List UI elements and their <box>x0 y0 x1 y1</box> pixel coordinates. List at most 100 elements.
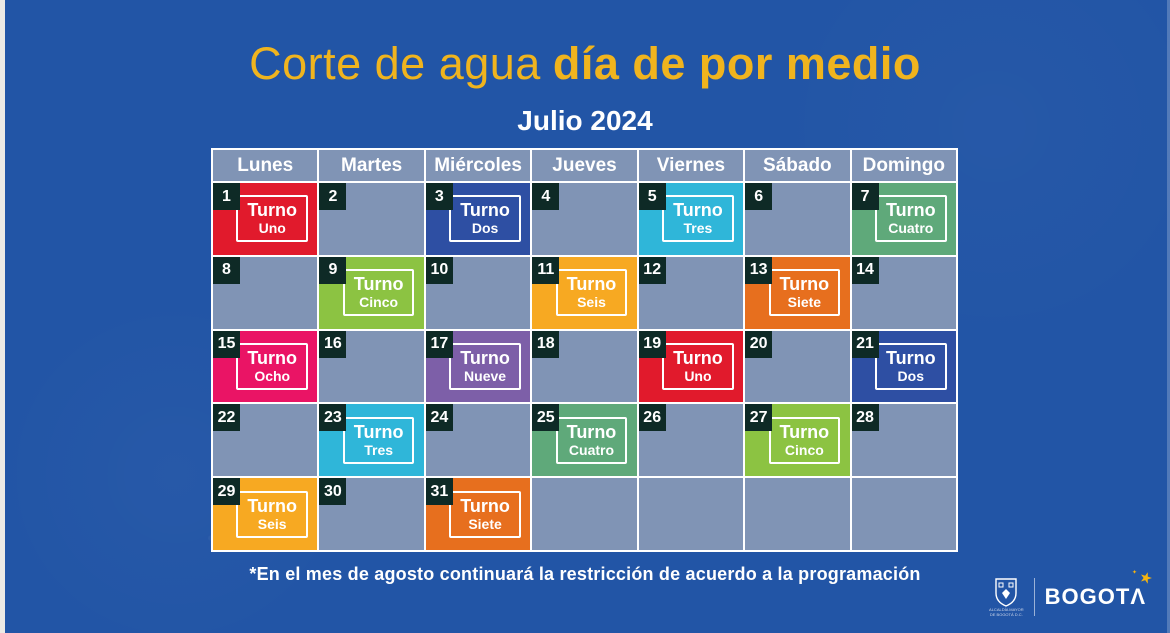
turno-number: Cinco <box>359 294 399 311</box>
day-number-badge: 13 <box>745 256 773 284</box>
turno-label-uno: Turno Uno <box>236 195 309 243</box>
turno-number: Nueve <box>464 367 507 384</box>
turno-number: Ocho <box>254 367 291 384</box>
turno-label-dos: Turno Dos <box>449 195 521 243</box>
turno-word: Turno <box>247 347 298 368</box>
day-number-badge: 10 <box>425 256 453 284</box>
day-cell-13: 13 Turno Siete <box>745 256 850 329</box>
turno-label-seis: Turno Seis <box>236 490 309 538</box>
day-cell-18: 18 <box>532 330 637 403</box>
turno-word: Turno <box>460 200 510 221</box>
weekday-header-6: Sábado <box>745 150 850 181</box>
day-cell-23: 23 Turno Tres <box>319 404 424 477</box>
day-cell-12: 12 <box>638 256 744 329</box>
turno-number: Tres <box>364 441 394 458</box>
day-cell-28: 28 <box>851 404 956 477</box>
day-number-badge: 18 <box>532 330 560 358</box>
day-number-badge: 24 <box>425 404 453 432</box>
turno-label-dos: Turno Dos <box>874 342 947 390</box>
day-cell-29: 29 Turno Seis <box>213 478 318 550</box>
day-cell-26: 26 <box>638 404 744 477</box>
logo-divider <box>1033 578 1035 616</box>
turno-word: Turno <box>779 421 830 442</box>
day-cell-1: 1 Turno Uno <box>213 183 318 255</box>
empty-day-cell <box>745 478 850 550</box>
empty-day-cell <box>851 478 956 550</box>
turno-number: Siete <box>787 294 822 311</box>
day-number-badge: 29 <box>213 478 240 506</box>
title-regular: Corte de agua <box>249 38 541 89</box>
day-number-badge: 1 <box>213 183 240 210</box>
day-number-badge: 7 <box>851 183 879 210</box>
turno-word: Turno <box>353 274 404 295</box>
day-number-badge: 21 <box>851 330 879 358</box>
turno-word: Turno <box>460 347 510 368</box>
turno-label-seis: Turno Seis <box>555 269 628 317</box>
day-number-badge: 25 <box>532 404 560 432</box>
turno-word: Turno <box>885 347 936 368</box>
turno-number: Dos <box>897 367 924 384</box>
turno-word: Turno <box>673 200 723 221</box>
left-edge-strip <box>0 0 5 633</box>
wordmark-last-letter: Λ ★ ✦ <box>1130 568 1156 609</box>
day-number-badge: 14 <box>851 256 879 284</box>
calendar-grid: Lunes Martes Miércoles Jueves Viernes Sábado D… <box>211 148 958 552</box>
month-title: Julio 2024 <box>517 105 653 136</box>
day-cell-11: 11 Turno Seis <box>532 256 637 329</box>
day-cell-2: 2 <box>319 183 424 255</box>
day-cell-15: 15 Turno Ocho <box>213 330 318 403</box>
weekday-header-1: Lunes <box>213 150 318 181</box>
turno-label-nueve: Turno Nueve <box>449 342 521 390</box>
day-cell-8: 8 <box>213 256 318 329</box>
day-cell-16: 16 <box>319 330 424 403</box>
day-cell-22: 22 <box>213 404 318 477</box>
turno-number: Cinco <box>784 441 824 458</box>
turno-label-tres: Turno Tres <box>662 195 734 243</box>
day-number-badge: 26 <box>638 404 666 432</box>
turno-label-tres: Turno Tres <box>342 416 415 464</box>
day-cell-27: 27 Turno Cinco <box>745 404 850 477</box>
day-cell-19: 19 Turno Uno <box>638 330 744 403</box>
crest-caption-line1: ALCALDÍA MAYOR <box>989 607 1024 612</box>
empty-day-cell <box>638 478 744 550</box>
turno-number: Dos <box>471 220 499 237</box>
day-number-badge: 2 <box>319 183 347 210</box>
right-edge-strip <box>1167 0 1170 633</box>
turno-number: Tres <box>683 220 713 237</box>
turno-number: Seis <box>577 294 606 311</box>
turno-word: Turno <box>566 274 617 295</box>
day-number-badge: 23 <box>319 404 347 432</box>
day-cell-17: 17 Turno Nueve <box>425 330 531 403</box>
turno-number: Cuatro <box>888 220 934 237</box>
turno-label-cinco: Turno Cinco <box>342 269 415 317</box>
day-number-badge: 31 <box>425 478 453 506</box>
turno-word: Turno <box>460 495 510 516</box>
page-title: Corte de agua día de por medio <box>0 38 1170 90</box>
day-number-badge: 4 <box>532 183 560 210</box>
day-cell-24: 24 <box>425 404 531 477</box>
day-cell-9: 9 Turno Cinco <box>319 256 424 329</box>
turno-number: Seis <box>257 515 287 532</box>
day-number-badge: 27 <box>745 404 773 432</box>
turno-word: Turno <box>247 200 298 221</box>
day-number-badge: 9 <box>319 256 347 284</box>
crest-shield-icon <box>995 578 1018 607</box>
day-number-badge: 20 <box>745 330 773 358</box>
turno-label-cinco: Turno Cinco <box>768 416 841 464</box>
turno-label-siete: Turno Siete <box>768 269 841 317</box>
turno-word: Turno <box>779 274 830 295</box>
day-number-badge: 22 <box>213 404 240 432</box>
day-number-badge: 15 <box>213 330 240 358</box>
weekday-header-4: Jueves <box>532 150 637 181</box>
day-number-badge: 11 <box>532 256 560 284</box>
wordmark-text: BOGOT <box>1044 584 1131 609</box>
bogota-wordmark: BOGOT Λ ★ ✦ <box>1044 568 1156 610</box>
day-cell-20: 20 <box>745 330 850 403</box>
day-number-badge: 17 <box>425 330 453 358</box>
turno-number: Uno <box>684 367 712 384</box>
turno-label-uno: Turno Uno <box>662 342 734 390</box>
weekday-header-5: Viernes <box>638 150 744 181</box>
weekday-header-2: Martes <box>319 150 424 181</box>
day-number-badge: 12 <box>638 256 666 284</box>
